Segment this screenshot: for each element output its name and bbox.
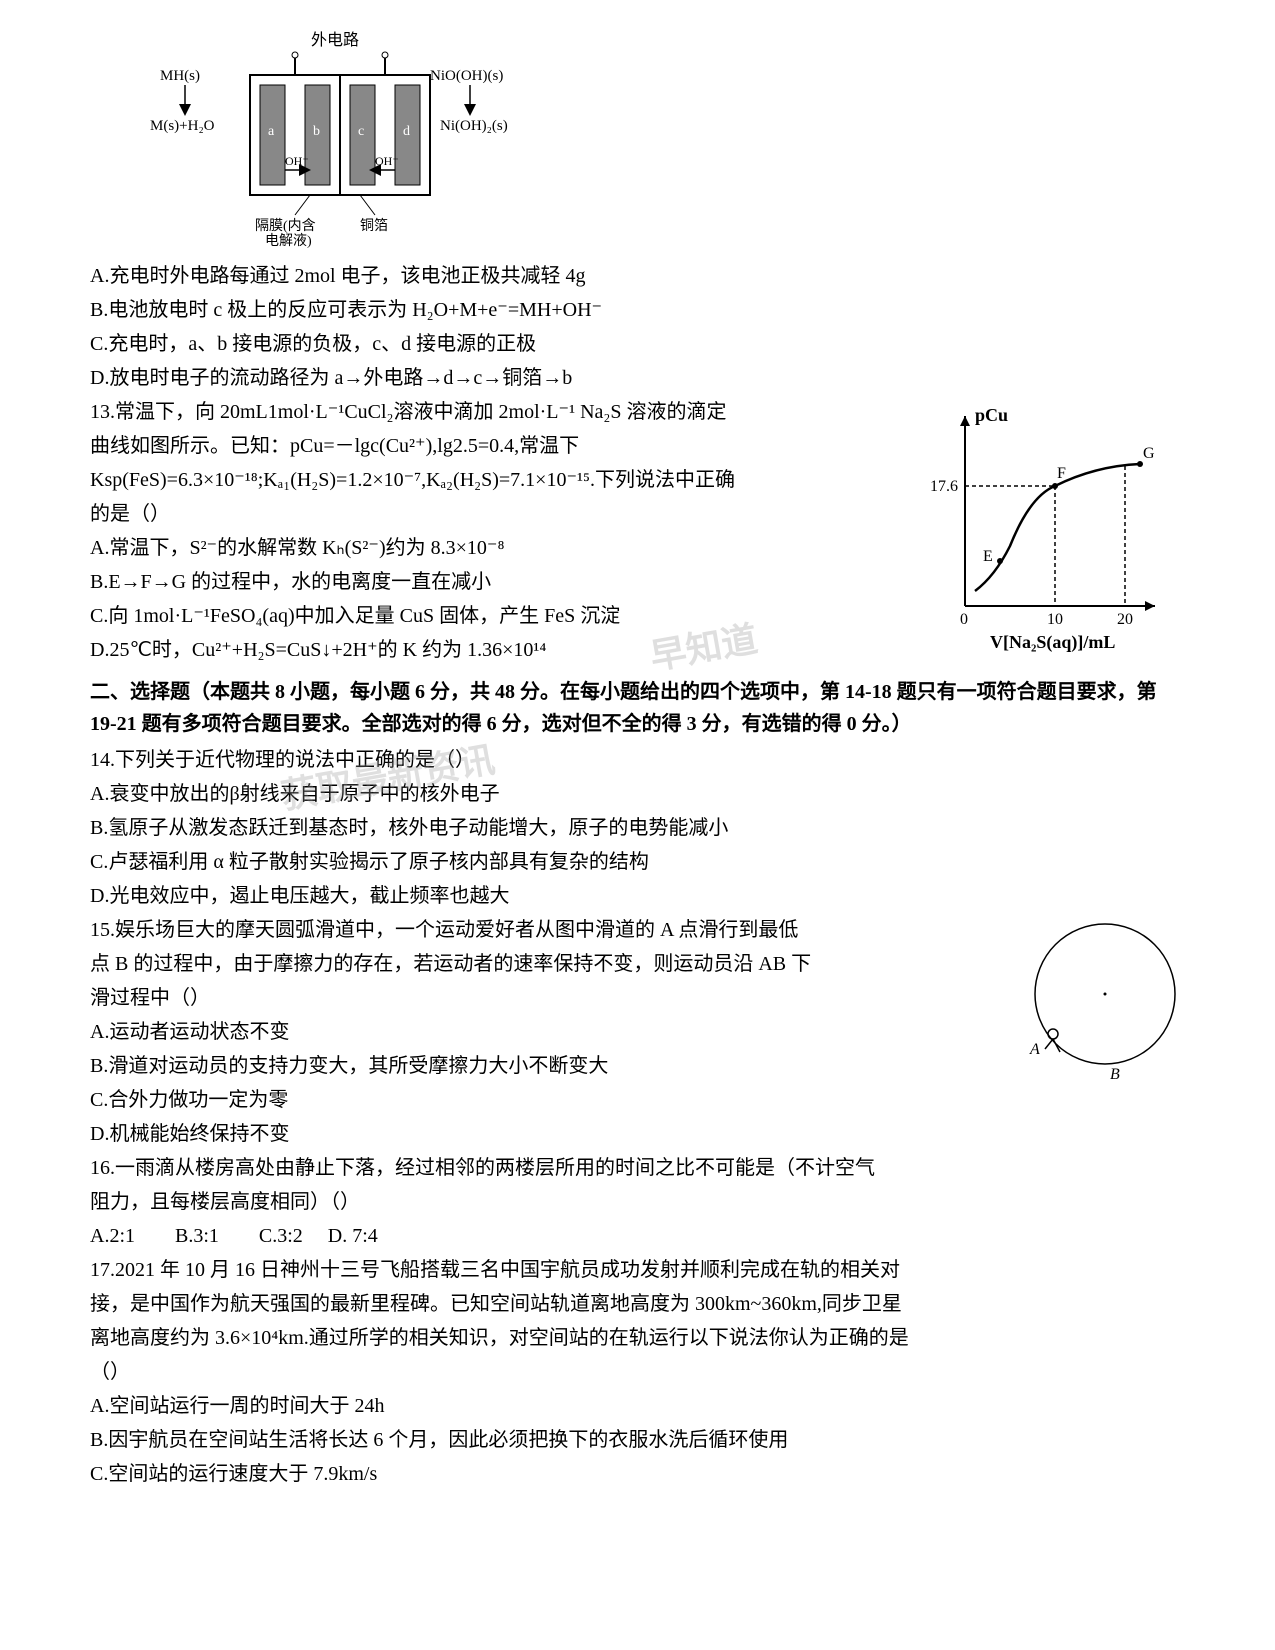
- q17-text2: 接，是中国作为航天强国的最新里程碑。已知空间站轨道离地高度为 300km~360…: [90, 1288, 1185, 1320]
- svg-text:a: a: [268, 124, 275, 139]
- section-2-header: 二、选择题（本题共 8 小题，每小题 6 分，共 48 分。在每小题给出的四个选…: [90, 676, 1185, 740]
- svg-text:M(s)+H₂O: M(s)+H₂O: [150, 118, 215, 134]
- svg-text:A: A: [1029, 1041, 1040, 1058]
- svg-text:0: 0: [960, 611, 968, 628]
- svg-text:NiO(OH)(s): NiO(OH)(s): [430, 68, 503, 84]
- svg-text:OH⁻: OH⁻: [285, 154, 309, 168]
- svg-text:b: b: [313, 124, 320, 139]
- svg-text:电解液): 电解液): [265, 233, 312, 249]
- option-14a: A.衰变中放出的β射线来自于原子中的核外电子: [90, 778, 1185, 810]
- svg-text:F: F: [1057, 465, 1066, 482]
- option-14b: B.氢原子从激发态跃迁到基态时，核外电子动能增大，原子的电势能减小: [90, 812, 1185, 844]
- pcu-graph: pCu 17.6 E F G 0 10 20 V[Na₂S(aq)]/mL: [925, 396, 1185, 656]
- option-15d: D.机械能始终保持不变: [90, 1118, 1185, 1150]
- circle-diagram: A B: [1015, 914, 1185, 1084]
- option-12c: C.充电时，a、b 接电源的负极，c、d 接电源的正极: [90, 328, 1185, 360]
- q17-text3: 离地高度约为 3.6×10⁴km.通过所学的相关知识，对空间站的在轨运行以下说法…: [90, 1322, 1185, 1354]
- svg-text:MH(s): MH(s): [160, 68, 200, 84]
- svg-text:17.6: 17.6: [930, 478, 958, 495]
- svg-text:c: c: [358, 124, 364, 139]
- option-14d: D.光电效应中，遏止电压越大，截止频率也越大: [90, 880, 1185, 912]
- question-15: A B 15.娱乐场巨大的摩天圆弧滑道中，一个运动爱好者从图中滑道的 A 点滑行…: [90, 914, 1185, 1152]
- q16-options: A.2:1 B.3:1 C.3:2 D. 7:4: [90, 1220, 1185, 1252]
- svg-text:10: 10: [1047, 611, 1063, 628]
- q17-text4: （）: [90, 1356, 1185, 1388]
- option-17c: C.空间站的运行速度大于 7.9km/s: [90, 1458, 1185, 1490]
- svg-text:B: B: [1110, 1066, 1120, 1083]
- q14-text: 14.下列关于近代物理的说法中正确的是（）: [90, 744, 1185, 776]
- svg-text:d: d: [403, 124, 410, 139]
- option-14c: C.卢瑟福利用 α 粒子散射实验揭示了原子核内部具有复杂的结构: [90, 846, 1185, 878]
- option-17a: A.空间站运行一周的时间大于 24h: [90, 1390, 1185, 1422]
- svg-text:E: E: [983, 548, 993, 565]
- circuit-diagram: 外电路 MH(s) M(s)+H₂O NiO(OH)(s) Ni(OH)₂(s)…: [150, 30, 530, 250]
- question-14: 14.下列关于近代物理的说法中正确的是（） A.衰变中放出的β射线来自于原子中的…: [90, 744, 1185, 912]
- q16-text1: 16.一雨滴从楼房高处由静止下落，经过相邻的两楼层所用的时间之比不可能是（不计空…: [90, 1152, 1185, 1184]
- question-16: 16.一雨滴从楼房高处由静止下落，经过相邻的两楼层所用的时间之比不可能是（不计空…: [90, 1152, 1185, 1252]
- q17-text1: 17.2021 年 10 月 16 日神州十三号飞船搭载三名中国宇航员成功发射并…: [90, 1254, 1185, 1286]
- option-15c: C.合外力做功一定为零: [90, 1084, 1185, 1116]
- option-12a: A.充电时外电路每通过 2mol 电子，该电池正极共减轻 4g: [90, 260, 1185, 292]
- svg-text:OH⁻: OH⁻: [375, 154, 399, 168]
- option-17b: B.因宇航员在空间站生活将长达 6 个月，因此必须把换下的衣服水洗后循环使用: [90, 1424, 1185, 1456]
- svg-text:隔膜(内含: 隔膜(内含: [255, 218, 316, 234]
- svg-text:Ni(OH)₂(s): Ni(OH)₂(s): [440, 118, 508, 134]
- q16-text2: 阻力，且每楼层高度相同）（）: [90, 1186, 1185, 1218]
- option-12d: D.放电时电子的流动路径为 a→外电路→d→c→铜箔→b: [90, 362, 1185, 394]
- question-17: 17.2021 年 10 月 16 日神州十三号飞船搭载三名中国宇航员成功发射并…: [90, 1254, 1185, 1490]
- option-12b: B.电池放电时 c 极上的反应可表示为 H₂O+M+e⁻=MH+OH⁻: [90, 294, 1185, 326]
- svg-text:G: G: [1143, 445, 1155, 462]
- svg-text:铜箔: 铜箔: [360, 218, 388, 234]
- svg-text:V[Na₂S(aq)]/mL: V[Na₂S(aq)]/mL: [990, 632, 1115, 653]
- svg-text:pCu: pCu: [975, 405, 1008, 425]
- circuit-title: 外电路: [311, 31, 359, 49]
- svg-text:20: 20: [1117, 611, 1133, 628]
- question-12-options: A.充电时外电路每通过 2mol 电子，该电池正极共减轻 4g B.电池放电时 …: [90, 260, 1185, 394]
